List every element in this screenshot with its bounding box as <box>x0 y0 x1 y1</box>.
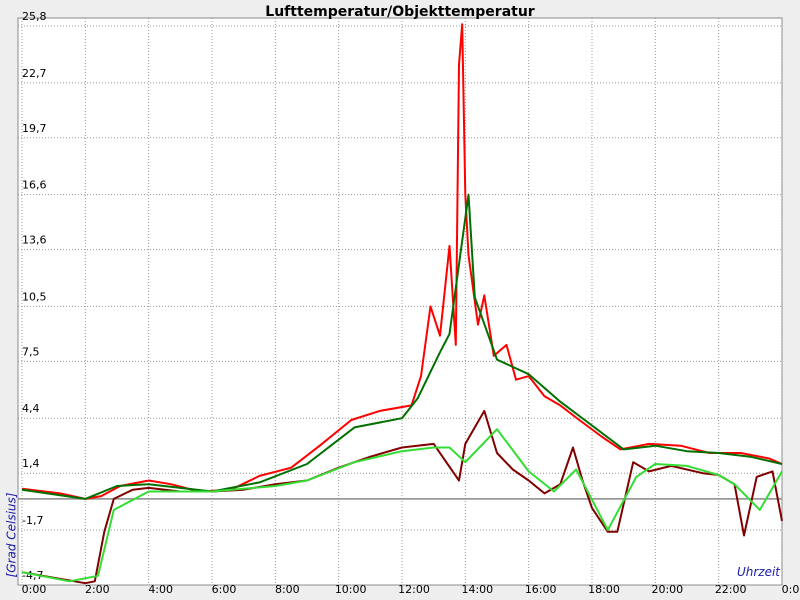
chart-title: Lufttemperatur/Objekttemperatur <box>265 4 535 20</box>
x-tick-label: 0:00 <box>22 583 47 596</box>
series-line <box>21 409 783 585</box>
y-tick-label: 19,7 <box>22 122 47 135</box>
x-tick-label: 2:00 <box>85 583 110 596</box>
x-tick-label: 22:00 <box>715 583 747 596</box>
x-tick-label: 12:00 <box>398 583 430 596</box>
y-tick-label: 7,5 <box>22 345 40 358</box>
y-tick-label: 1,4 <box>22 457 40 470</box>
y-tick-label: 13,6 <box>22 234 47 247</box>
y-tick-label: 16,6 <box>22 179 47 192</box>
y-tick-label: -1,7 <box>22 514 43 527</box>
x-tick-label: 18:00 <box>588 583 620 596</box>
y-tick-label: 25,8 <box>22 10 47 23</box>
x-axis-label: Uhrzeit <box>737 565 781 579</box>
y-tick-label: 22,7 <box>22 67 47 80</box>
x-tick-label: 4:00 <box>148 583 173 596</box>
y-tick-label: 10,5 <box>22 290 47 303</box>
plot-area <box>17 17 783 586</box>
y-axis-label: [Grad Celsius] <box>5 492 19 577</box>
y-tick-label: 4,4 <box>22 402 40 415</box>
x-tick-label: 16:00 <box>525 583 557 596</box>
x-tick-label: 6:00 <box>212 583 237 596</box>
x-tick-label: 8:00 <box>275 583 300 596</box>
x-tick-label: 0:00 <box>782 583 800 596</box>
x-tick-label: 14:00 <box>461 583 493 596</box>
series-line <box>21 428 783 583</box>
x-tick-label: 20:00 <box>651 583 683 596</box>
x-tick-label: 10:00 <box>335 583 367 596</box>
series-line <box>21 193 783 500</box>
